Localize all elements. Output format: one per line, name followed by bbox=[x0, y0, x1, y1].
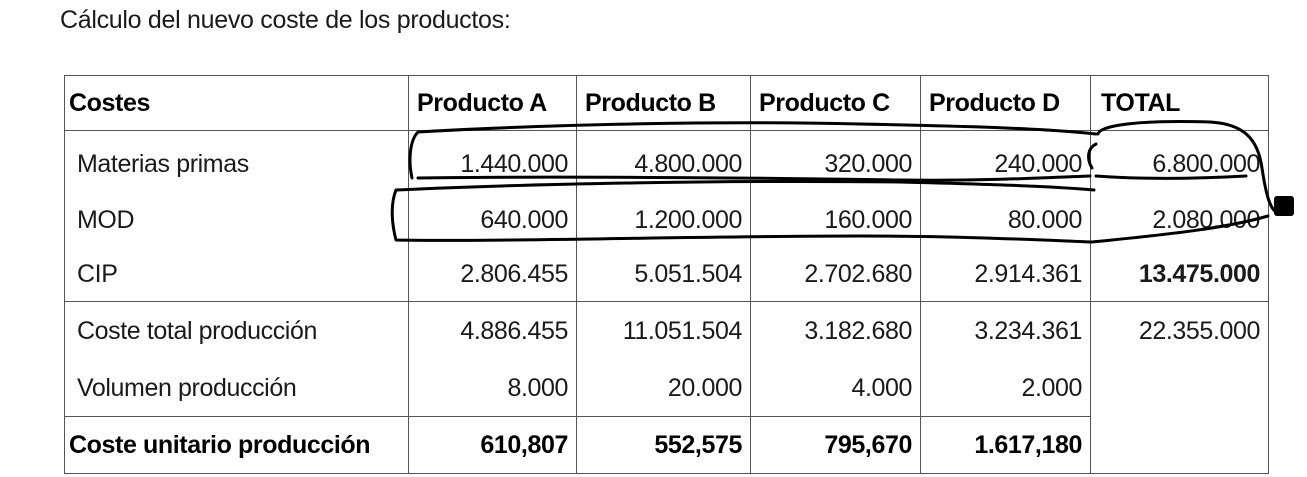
header-producto-a: Producto A bbox=[408, 75, 577, 131]
cell-value: 3.182.680 bbox=[750, 301, 921, 360]
cell-value: 2.702.680 bbox=[750, 247, 921, 302]
cell-value: 2.914.361 bbox=[920, 247, 1091, 302]
cell-total: 22.355.000 bbox=[1090, 301, 1269, 360]
cell-value: 20.000 bbox=[576, 360, 751, 417]
table-row: Materias primas 1.440.000 4.800.000 320.… bbox=[64, 130, 1269, 193]
row-label: Materias primas bbox=[64, 130, 409, 193]
cell-value: 2.000 bbox=[920, 360, 1091, 417]
cell-value: 4.886.455 bbox=[408, 301, 577, 360]
header-producto-d: Producto D bbox=[920, 75, 1091, 131]
row-label: MOD bbox=[64, 193, 409, 247]
cell-value: 552,575 bbox=[576, 416, 751, 474]
table-row: Coste unitario producción 610,807 552,57… bbox=[64, 416, 1269, 474]
cell-value: 5.051.504 bbox=[576, 247, 751, 302]
cell-value: 1.617,180 bbox=[920, 416, 1091, 474]
cell-value: 8.000 bbox=[408, 360, 577, 417]
cell-total-empty bbox=[1090, 416, 1269, 474]
cell-value: 1.200.000 bbox=[576, 193, 751, 247]
cell-value: 795,670 bbox=[750, 416, 921, 474]
row-label: Coste total producción bbox=[64, 301, 409, 360]
cell-total: 13.475.000 bbox=[1090, 247, 1269, 302]
cell-value: 640.000 bbox=[408, 193, 577, 247]
row-label: CIP bbox=[64, 247, 409, 302]
table-row: MOD 640.000 1.200.000 160.000 80.000 2.0… bbox=[64, 193, 1269, 247]
row-label: Coste unitario producción bbox=[64, 416, 409, 474]
cell-value: 610,807 bbox=[408, 416, 577, 474]
ink-dot-icon bbox=[1274, 196, 1294, 216]
cell-value: 2.806.455 bbox=[408, 247, 577, 302]
cell-value: 4.000 bbox=[750, 360, 921, 417]
header-producto-c: Producto C bbox=[750, 75, 921, 131]
table-row: CIP 2.806.455 5.051.504 2.702.680 2.914.… bbox=[64, 247, 1269, 302]
cost-table: Costes Producto A Producto B Producto C … bbox=[64, 75, 1269, 474]
cell-total: 2.080.000 bbox=[1090, 193, 1269, 247]
cell-value: 11.051.504 bbox=[576, 301, 751, 360]
cell-value: 80.000 bbox=[920, 193, 1091, 247]
header-total: TOTAL bbox=[1090, 75, 1269, 131]
table-header-row: Costes Producto A Producto B Producto C … bbox=[64, 75, 1269, 131]
page-heading: Cálculo del nuevo coste de los productos… bbox=[60, 6, 511, 34]
cell-value: 240.000 bbox=[920, 130, 1091, 193]
cell-total-empty bbox=[1090, 360, 1269, 417]
cell-value: 160.000 bbox=[750, 193, 921, 247]
table-row: Coste total producción 4.886.455 11.051.… bbox=[64, 301, 1269, 360]
header-producto-b: Producto B bbox=[576, 75, 751, 131]
table-row: Volumen producción 8.000 20.000 4.000 2.… bbox=[64, 360, 1269, 417]
cell-value: 3.234.361 bbox=[920, 301, 1091, 360]
row-label: Volumen producción bbox=[64, 360, 409, 417]
cell-total: 6.800.000 bbox=[1090, 130, 1269, 193]
cell-value: 320.000 bbox=[750, 130, 921, 193]
cell-value: 4.800.000 bbox=[576, 130, 751, 193]
cell-value: 1.440.000 bbox=[408, 130, 577, 193]
header-costes: Costes bbox=[64, 75, 409, 131]
